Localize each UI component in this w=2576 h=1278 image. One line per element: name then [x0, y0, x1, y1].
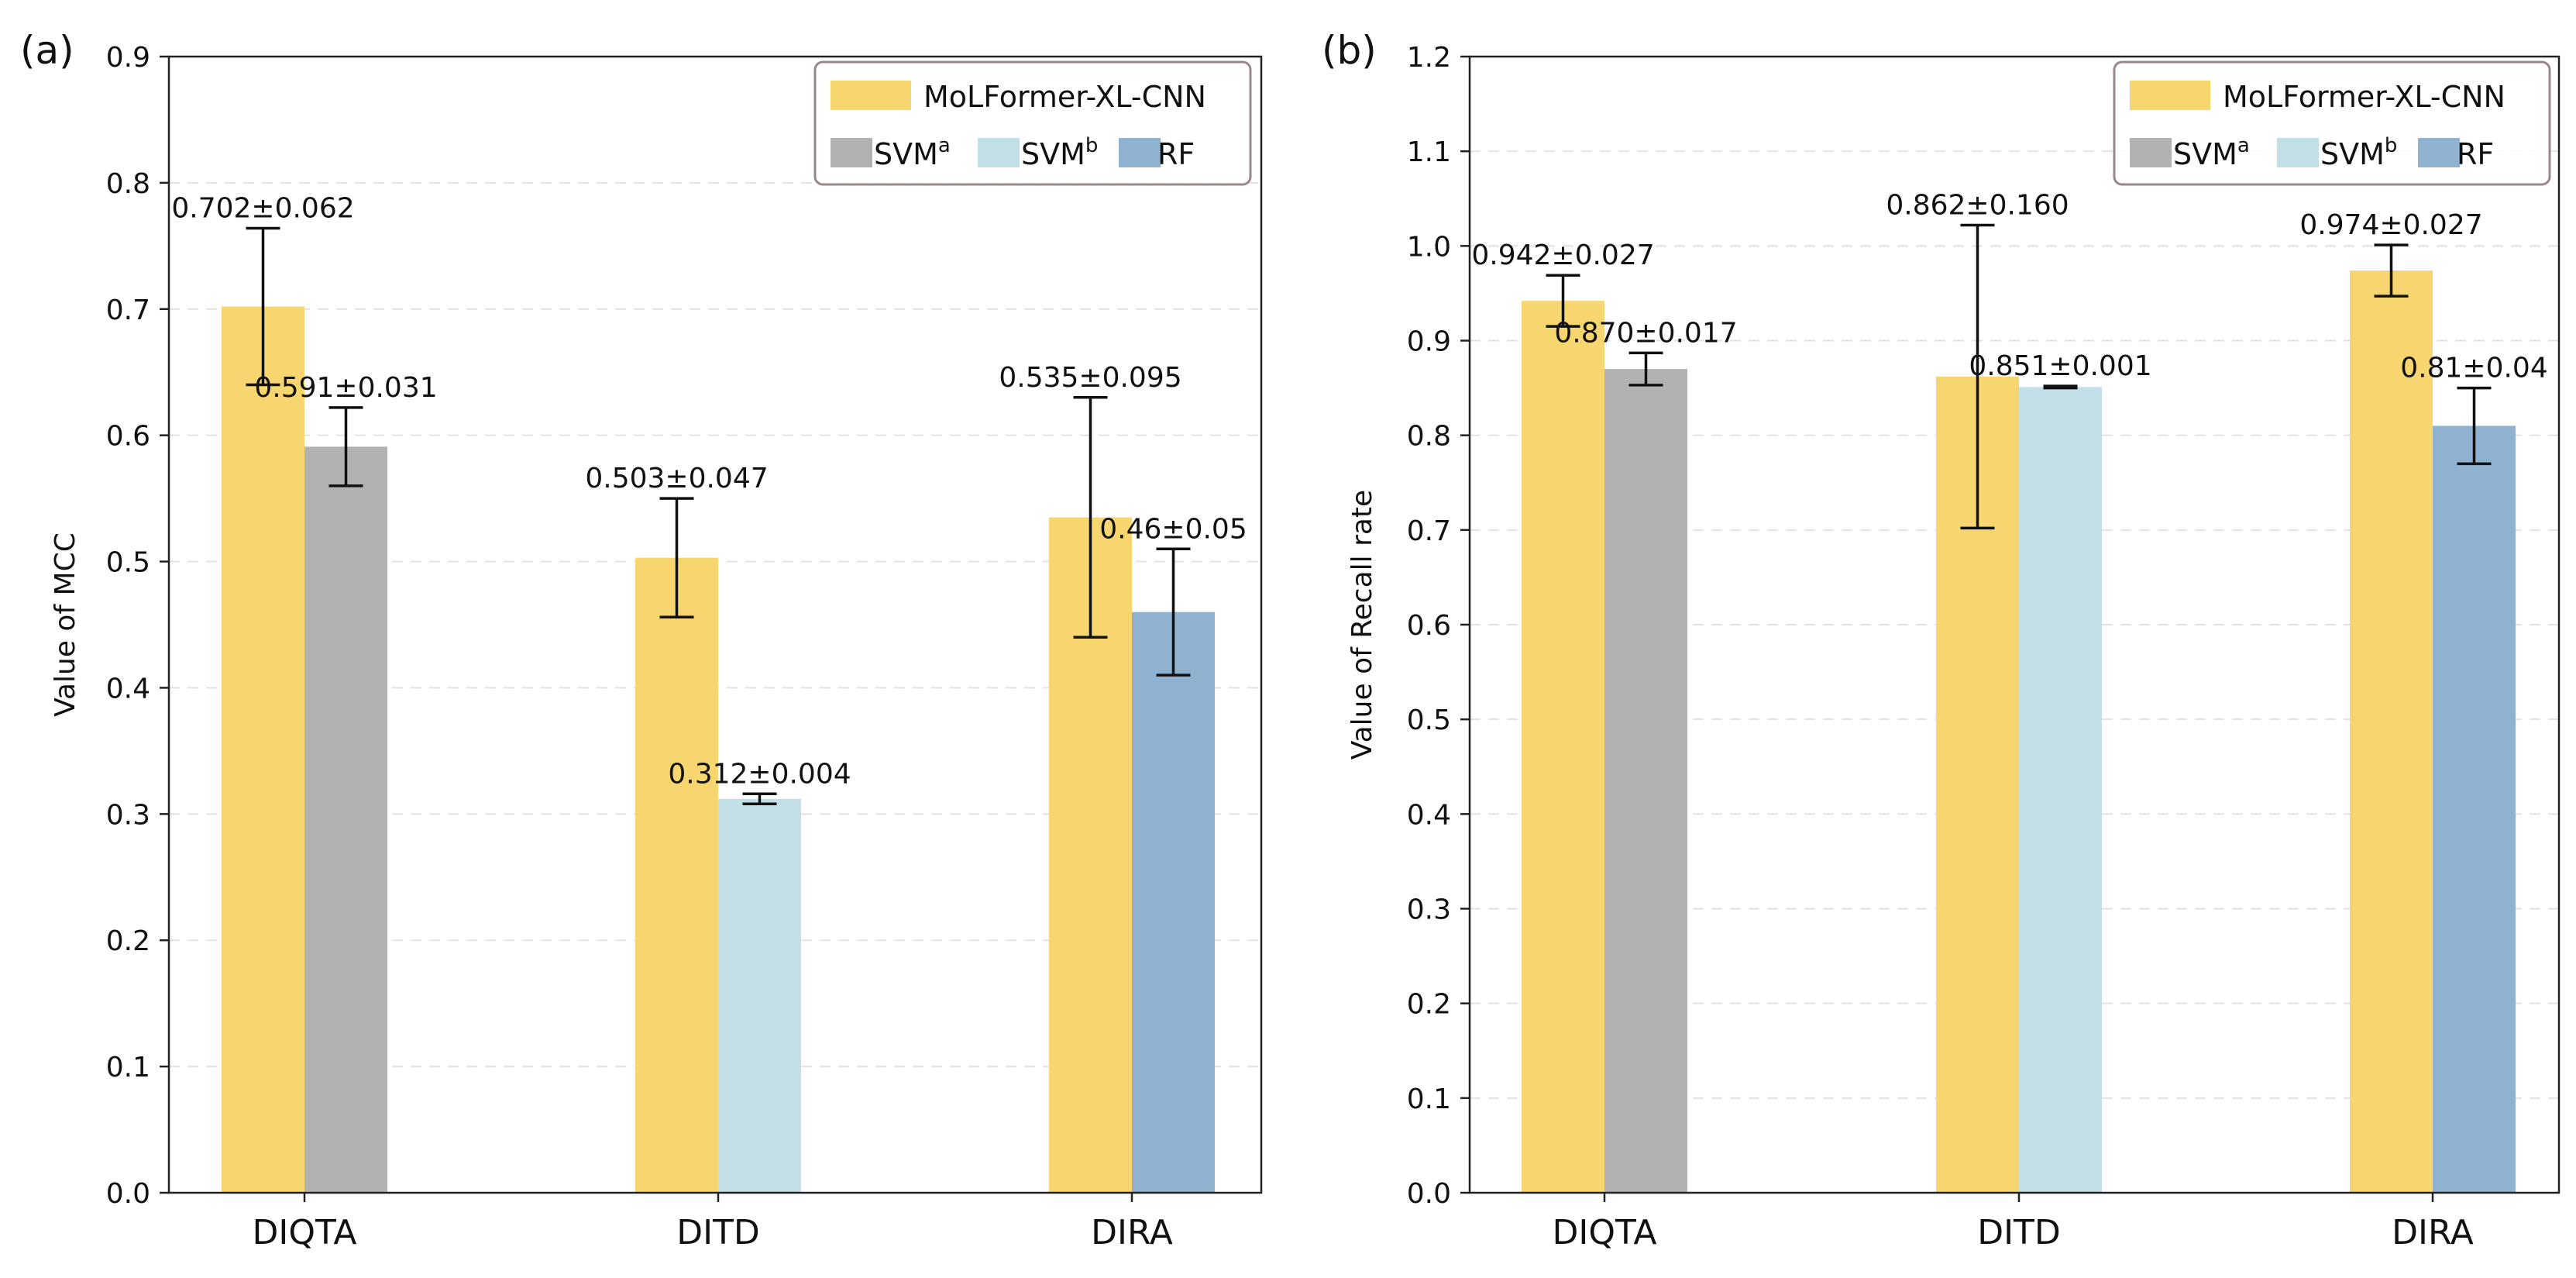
y-tick-label: 0.0 [1407, 1178, 1451, 1210]
bar-ditd-svm-b [2019, 387, 2102, 1193]
bar-diqta-svm-a [304, 446, 387, 1193]
legend-label-svm-a: SVMa [874, 134, 951, 171]
legend-swatch-svm-b [978, 138, 1020, 167]
y-tick-label: 0.0 [106, 1178, 150, 1210]
data-label: 0.591±0.031 [254, 372, 437, 404]
data-label: 0.503±0.047 [585, 463, 768, 494]
bar-dira-molformer-xl-cnn [2350, 270, 2433, 1193]
panel-label: (a) [20, 28, 74, 73]
legend-swatch-rf [1119, 138, 1161, 167]
legend-label-rf: RF [2457, 137, 2494, 171]
legend-swatch-rf [2418, 138, 2460, 167]
x-tick-label: DIQTA [252, 1213, 356, 1252]
x-tick-label: DIRA [2392, 1213, 2474, 1252]
panel-a-mcc-chart: (a) 0.0 0.1 0.2 0.3 0.4 0.5 0.6 0.7 0.8 0.9 Value o… [20, 28, 1263, 1252]
y-tick-label: 0.4 [106, 673, 150, 704]
data-label: 0.974±0.027 [2299, 209, 2482, 241]
y-tick-label: 0.9 [106, 42, 150, 74]
y-tick-label: 0.8 [106, 168, 150, 200]
y-tick-label: 0.1 [106, 1052, 150, 1083]
y-tick-label: 1.0 [1407, 231, 1451, 263]
y-tick-label: 0.2 [106, 925, 150, 957]
legend-superscript: a [2237, 134, 2250, 157]
y-tick-label: 0.6 [106, 421, 150, 453]
y-tick-label: 0.9 [1407, 326, 1451, 358]
panel-b-recall-chart: (b) 0.0 0.1 0.2 0.3 0.4 0.5 0.6 0.7 0.8 0.9 1.0 1.1 1… [1322, 28, 2561, 1252]
panel-label: (b) [1322, 28, 1377, 73]
y-tick-label: 0.3 [106, 799, 150, 831]
data-label: 0.81±0.04 [2400, 353, 2547, 384]
legend-swatch-svm-a [831, 138, 872, 167]
legend-label-svm-b: SVMb [1021, 134, 1098, 171]
y-tick-label: 1.1 [1407, 136, 1451, 168]
y-tick-label: 0.6 [1407, 610, 1451, 642]
axes-frame [1468, 55, 2561, 1194]
data-label: 0.862±0.160 [1886, 189, 2069, 221]
legend-label-svm-b: SVMb [2320, 134, 2397, 171]
legend-superscript: a [938, 134, 951, 157]
data-label: 0.870±0.017 [1554, 317, 1737, 349]
axes-frame [167, 55, 1263, 1194]
legend-swatch-molformer-xl-cnn [831, 81, 911, 110]
y-tick-label: 1.2 [1407, 42, 1451, 74]
legend-swatch-svm-b [2277, 138, 2319, 167]
data-label: 0.702±0.062 [171, 193, 354, 225]
y-axis-label: Value of MCC [50, 532, 81, 717]
y-tick-label: 0.8 [1407, 421, 1451, 453]
y-tick-label: 0.5 [106, 547, 150, 579]
y-axis-label: Value of Recall rate [1346, 490, 1378, 760]
legend-superscript: b [1085, 134, 1099, 157]
bar-diqta-molformer-xl-cnn [222, 306, 304, 1193]
bar-ditd-svm-b [718, 798, 801, 1193]
x-tick-label: DITD [1977, 1213, 2061, 1252]
bar-dira-rf [2433, 425, 2516, 1193]
data-label: 0.851±0.001 [1969, 350, 2151, 382]
legend-superscript: b [2385, 134, 2398, 157]
x-tick-label: DIQTA [1552, 1213, 1656, 1252]
legend-label-molformer-xl-cnn: MoLFormer-XL-CNN [923, 80, 1206, 114]
bar-diqta-svm-a [1604, 369, 1687, 1193]
bar-ditd-molformer-xl-cnn [635, 557, 718, 1193]
legend-label-rf: RF [1157, 137, 1195, 171]
y-tick-label: 0.2 [1407, 989, 1451, 1021]
legend-swatch-svm-a [2130, 138, 2172, 167]
x-tick-label: DITD [676, 1213, 760, 1252]
bar-dira-rf [1132, 611, 1215, 1193]
data-label: 0.942±0.027 [1471, 239, 1654, 271]
y-tick-label: 0.5 [1407, 704, 1451, 736]
legend-label-molformer-xl-cnn: MoLFormer-XL-CNN [2223, 80, 2505, 114]
data-label: 0.312±0.004 [668, 758, 851, 790]
x-tick-label: DIRA [1091, 1213, 1173, 1252]
y-tick-label: 0.3 [1407, 894, 1451, 926]
data-label: 0.46±0.05 [1099, 513, 1247, 545]
data-label: 0.535±0.095 [999, 362, 1181, 394]
y-tick-label: 0.1 [1407, 1083, 1451, 1115]
legend-label-svm-a: SVMa [2173, 134, 2250, 171]
bar-diqta-molformer-xl-cnn [1522, 301, 1604, 1194]
y-tick-label: 0.4 [1407, 799, 1451, 831]
y-tick-label: 0.7 [1407, 515, 1451, 547]
y-tick-label: 0.7 [106, 295, 150, 326]
legend-swatch-molformer-xl-cnn [2130, 81, 2210, 110]
